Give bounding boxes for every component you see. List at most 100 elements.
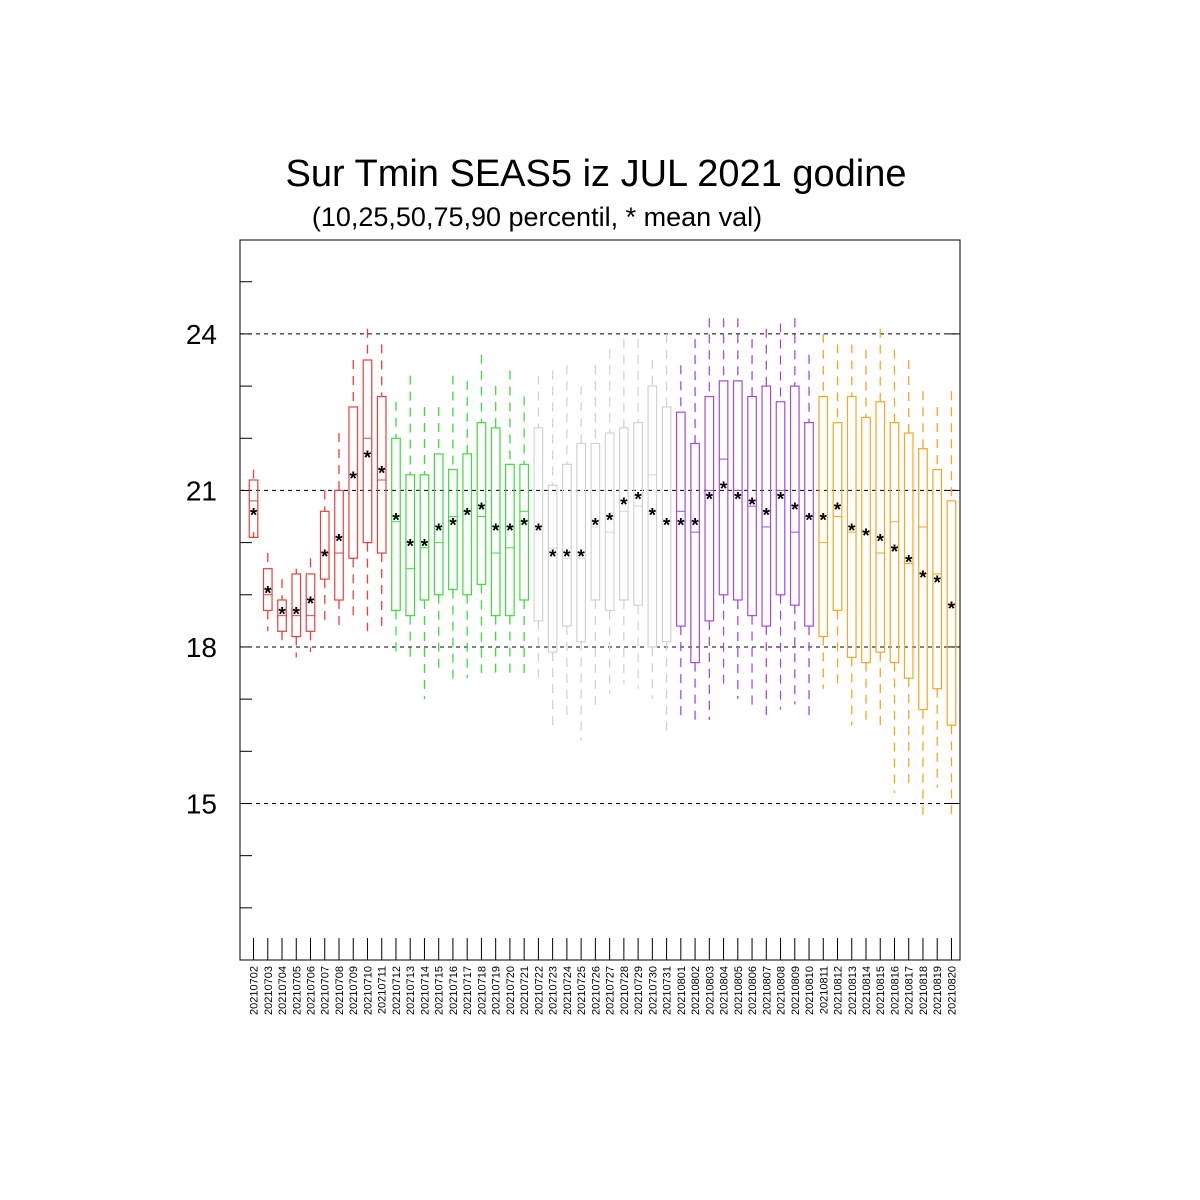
mean-marker: * <box>891 542 899 563</box>
x-tick-label: 20210805 <box>733 966 745 1015</box>
mean-marker: * <box>634 490 642 511</box>
x-tick-label: 20210724 <box>562 966 574 1015</box>
box-20210724 <box>562 365 572 720</box>
box-iqr <box>533 427 544 622</box>
box-iqr <box>490 427 501 617</box>
box-iqr <box>633 422 643 606</box>
box-iqr <box>433 453 444 596</box>
mean-marker: * <box>392 511 400 532</box>
box-20210718 <box>476 354 487 674</box>
box-iqr <box>319 510 330 580</box>
box-iqr <box>262 568 273 612</box>
box-20210804 <box>718 318 729 689</box>
box-20210707 <box>319 490 330 621</box>
x-tick-label: 20210708 <box>334 966 346 1015</box>
x-tick-label: 20210718 <box>476 966 488 1015</box>
mean-marker: * <box>563 547 571 568</box>
box-20210703 <box>262 553 273 632</box>
box-iqr <box>405 474 416 617</box>
box-20210801 <box>675 365 686 720</box>
x-tick-label: 20210804 <box>719 966 731 1015</box>
x-tick-label: 20210812 <box>833 966 845 1015</box>
box-20210720 <box>505 370 515 674</box>
x-tick-label: 20210807 <box>761 966 773 1015</box>
x-tick-label: 20210820 <box>946 966 958 1015</box>
mean-markers: * * * * * * * * * * * * * * * * * * * * * * * * * * * * * * * * * * * * * * * *… <box>250 448 956 626</box>
mean-marker: * <box>663 516 671 537</box>
x-tick-label: 20210811 <box>818 966 830 1014</box>
box-iqr <box>562 463 572 627</box>
box-20210727 <box>604 349 615 694</box>
box-20210725 <box>576 386 587 741</box>
mean-marker: * <box>506 521 514 542</box>
box-20210729 <box>633 339 643 689</box>
box-iqr <box>618 427 629 601</box>
box-20210717 <box>462 380 473 679</box>
box-iqr <box>661 406 672 643</box>
x-tick-label: 20210816 <box>889 966 901 1015</box>
y-tick-label: 15 <box>186 788 217 819</box>
mean-marker: * <box>919 568 927 589</box>
x-tick-label: 20210702 <box>249 966 261 1015</box>
box-iqr <box>861 416 871 664</box>
mean-marker: * <box>620 495 628 516</box>
x-tick-label: 20210813 <box>847 966 859 1015</box>
mean-marker: * <box>791 500 799 521</box>
plot-frame <box>239 239 961 961</box>
mean-marker: * <box>364 448 372 469</box>
box-20210704 <box>277 579 287 642</box>
x-tick-label: 20210709 <box>348 966 360 1015</box>
mean-marker: * <box>407 537 415 558</box>
mean-marker: * <box>449 516 457 537</box>
x-tick-label: 20210818 <box>918 966 930 1015</box>
mean-marker: * <box>649 505 657 526</box>
box-20210817 <box>903 360 914 788</box>
box-iqr <box>248 479 259 538</box>
box-20210709 <box>348 360 359 621</box>
box-iqr <box>903 432 914 679</box>
x-tick-label: 20210817 <box>904 966 916 1015</box>
box-20210712 <box>391 401 401 653</box>
mean-marker: * <box>577 547 585 568</box>
x-tick-label: 20210722 <box>533 966 545 1015</box>
x-tick-label: 20210706 <box>306 966 318 1015</box>
x-tick-label: 20210719 <box>491 966 503 1015</box>
box-iqr <box>547 484 558 653</box>
mean-marker: * <box>706 490 714 511</box>
mean-marker: * <box>606 511 614 532</box>
mean-marker: * <box>421 537 429 558</box>
box-iqr <box>704 395 715 622</box>
box-iqr <box>305 573 316 632</box>
x-tick-label: 20210803 <box>704 966 716 1015</box>
mean-marker: * <box>948 599 956 620</box>
box-iqr <box>604 432 615 612</box>
x-tick-label: 20210802 <box>690 966 702 1015</box>
mean-marker: * <box>307 594 315 615</box>
box-20210803 <box>704 318 715 720</box>
box-iqr <box>789 385 800 606</box>
x-tick-label: 20210721 <box>519 966 531 1015</box>
box-iqr <box>761 385 772 627</box>
box-20210802 <box>690 339 700 720</box>
box-iqr <box>775 401 786 596</box>
box-iqr <box>505 463 515 617</box>
box-iqr <box>590 442 601 601</box>
mean-marker: * <box>264 584 272 605</box>
box-20210813 <box>846 344 857 726</box>
box-iqr <box>476 422 487 585</box>
box-iqr <box>946 500 957 726</box>
x-tick-label: 20210711 <box>377 966 389 1014</box>
y-tick-label: 18 <box>186 632 217 663</box>
mean-marker: * <box>720 479 728 500</box>
x-tick-label: 20210815 <box>875 966 887 1015</box>
x-tick-label: 20210704 <box>277 966 289 1015</box>
mean-marker: * <box>777 490 785 511</box>
x-tick-label: 20210712 <box>391 966 403 1015</box>
box-20210731 <box>661 333 672 736</box>
box-20210819 <box>932 406 943 788</box>
x-tick-label: 20210728 <box>619 966 631 1015</box>
mean-marker: * <box>321 547 329 568</box>
mean-marker: * <box>293 604 301 625</box>
box-20210708 <box>334 433 344 627</box>
box-20210711 <box>376 344 387 632</box>
